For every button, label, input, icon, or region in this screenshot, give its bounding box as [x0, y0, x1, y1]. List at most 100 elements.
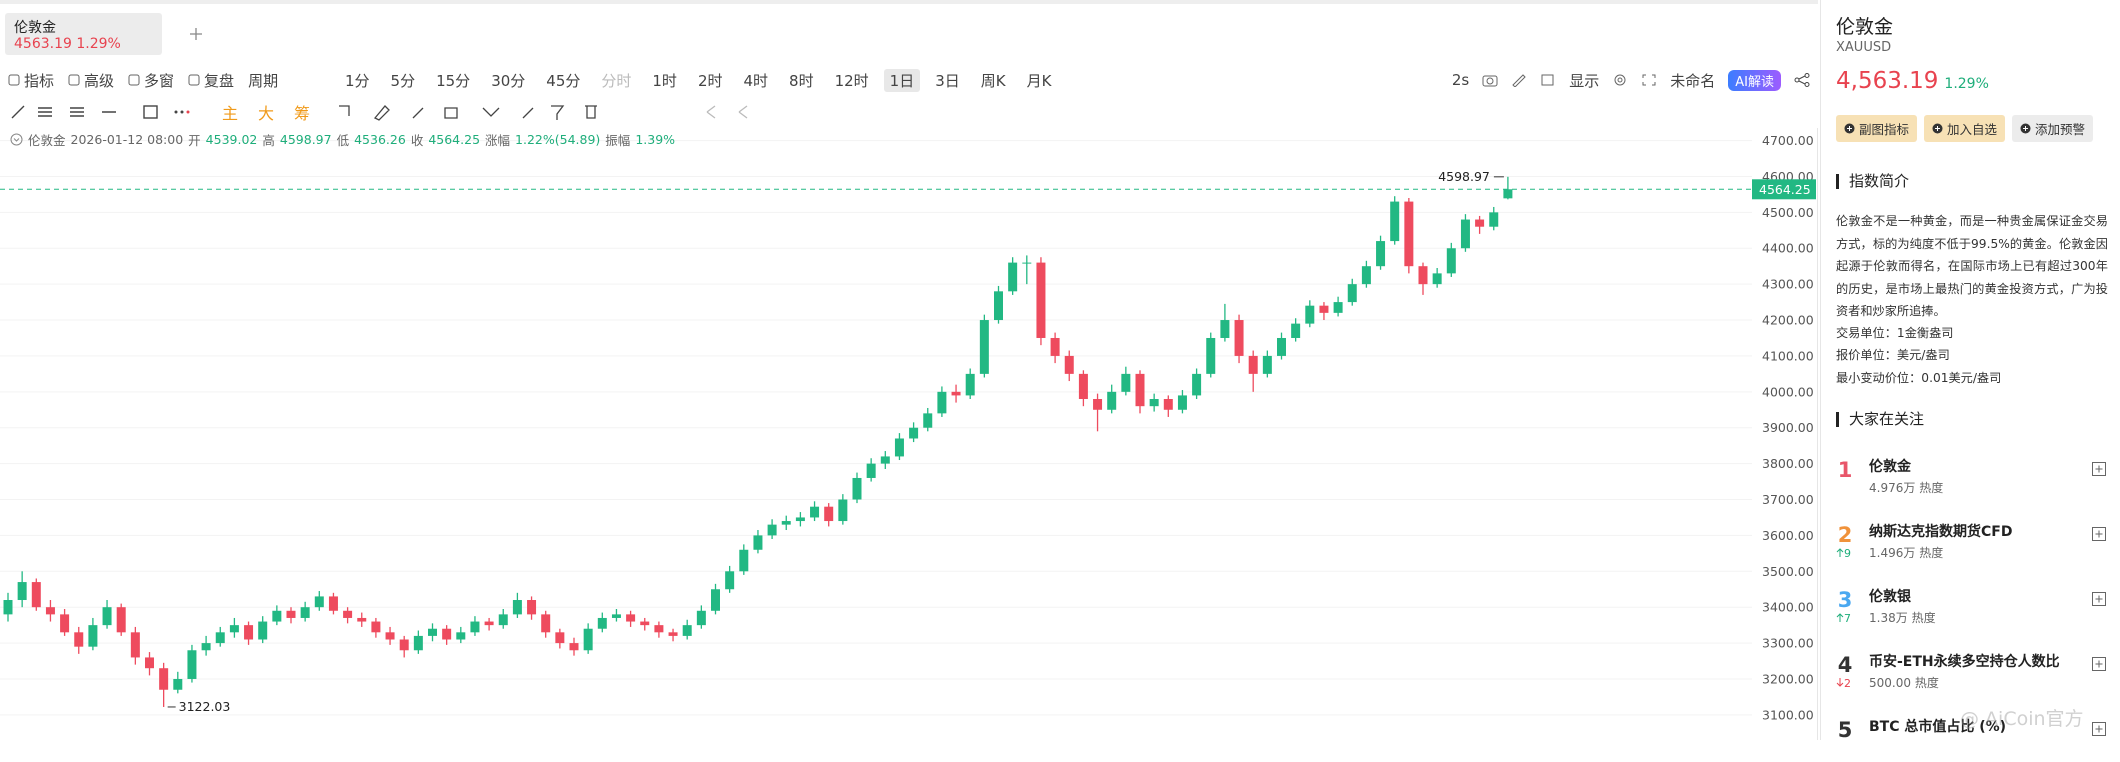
period[interactable]: 3日: [935, 71, 960, 90]
candle-body: [272, 610, 282, 622]
tool[interactable]: 多窗: [128, 70, 174, 91]
period[interactable]: 月K: [1026, 71, 1052, 90]
side-button[interactable]: 添加预警: [2012, 115, 2094, 142]
heat-label: 热度: [1911, 611, 1936, 625]
camera-icon[interactable]: [1482, 73, 1498, 87]
period[interactable]: 30分: [491, 71, 526, 90]
draw-icons[interactable]: [8, 102, 208, 122]
last-price-label: 4564.25: [1759, 182, 1811, 197]
watch-item[interactable]: 1 伦敦金 4.976万 热度: [1836, 456, 2106, 502]
watch-name: 伦敦金: [1869, 459, 1911, 475]
add-icon[interactable]: [2092, 722, 2106, 736]
chart-modes: 主大筹: [222, 100, 310, 124]
candle-body: [1376, 241, 1386, 267]
period[interactable]: 1分: [345, 71, 370, 90]
display[interactable]: 显示: [1569, 71, 1600, 90]
candle-body: [626, 614, 636, 622]
tool[interactable]: 指标: [8, 70, 54, 91]
candle-body: [187, 650, 197, 679]
amplitude-value: 1.39%: [635, 132, 676, 147]
quote-header: 伦敦金 2026-01-12 08:00 开 4539.02 高 4598.97 低…: [10, 130, 675, 149]
period[interactable]: 5分: [390, 71, 416, 90]
tool[interactable]: 高级: [68, 70, 114, 91]
watch-item[interactable]: 3 伦敦银 1.38万 热度 7: [1836, 586, 2106, 632]
candle-body: [611, 614, 621, 618]
watch-item[interactable]: 2 纳斯达克指数期货CFD 1.496万 热度 9: [1836, 521, 2106, 567]
candle-body: [1305, 305, 1315, 324]
chart-mode[interactable]: 筹: [294, 104, 311, 123]
period[interactable]: 15分: [436, 71, 471, 90]
layout-icon[interactable]: [1540, 73, 1556, 87]
add-tab[interactable]: [189, 27, 203, 41]
draw-icons-2[interactable]: [335, 102, 755, 122]
open-value: 4539.02: [205, 132, 258, 147]
candle-body: [1432, 273, 1442, 285]
period[interactable]: 4时: [743, 71, 769, 90]
watch-heat: 500.00 热度: [1869, 674, 1939, 691]
y-tick-label: 3600.00: [1762, 528, 1814, 543]
period[interactable]: 1时: [652, 71, 677, 90]
candle-body: [102, 607, 112, 626]
watch-item[interactable]: 4 币安-ETH永续多空持仓人数比 500.00 热度 2: [1836, 651, 2106, 697]
tool-label: 高级: [84, 71, 115, 90]
period[interactable]: 1日: [883, 68, 921, 92]
chart-mode[interactable]: 大: [258, 104, 275, 123]
add-icon[interactable]: [2092, 527, 2106, 541]
tool-label: 指标: [24, 71, 55, 90]
symbol-tab[interactable]: 伦敦金 4563.19 1.29%: [5, 13, 162, 55]
share-icon[interactable]: [1794, 73, 1810, 87]
candle-body: [343, 610, 353, 618]
chart-mode[interactable]: 主: [222, 104, 239, 123]
y-tick-label: 3100.00: [1762, 707, 1814, 722]
add-icon[interactable]: [2092, 462, 2106, 476]
period[interactable]: 12时: [834, 71, 869, 90]
period[interactable]: 8时: [789, 71, 814, 90]
toolbar: 指标 高级 多窗 复盘 周期: [8, 68, 278, 92]
candle-body: [739, 549, 749, 572]
candle-body: [17, 582, 27, 601]
candle-body: [852, 477, 862, 500]
watch-heat: 4.976万 热度: [1869, 479, 1943, 496]
candle-body: [1446, 248, 1456, 274]
candle-body: [1347, 284, 1357, 303]
candle-body: [753, 535, 763, 550]
up-arrow: [1836, 548, 1844, 557]
add-icon[interactable]: [2092, 592, 2106, 606]
period-menu[interactable]: 周期: [248, 70, 278, 91]
y-tick-label: 3500.00: [1762, 564, 1814, 579]
period[interactable]: 分时: [601, 71, 632, 90]
side-button[interactable]: 副图指标: [1836, 115, 1918, 142]
candle-body: [1361, 266, 1371, 285]
side-button[interactable]: 加入自选: [1924, 115, 2006, 142]
period[interactable]: 45分: [546, 71, 581, 90]
ai-button[interactable]: AI解读: [1728, 69, 1781, 91]
period-bar: 1分 5分 15分 30分 45分 分时 1时 2时 4时 8时 12时 1日 3日 周K 月K: [345, 68, 1051, 92]
y-tick-label: 3900.00: [1762, 420, 1814, 435]
add-icon[interactable]: [2092, 657, 2106, 671]
pen-icon[interactable]: [1511, 73, 1527, 87]
watch-item[interactable]: 5 BTC 总市值占比 (%): [1836, 716, 2106, 762]
collapse-icon[interactable]: [10, 133, 23, 146]
candle-body: [668, 632, 678, 636]
candle-body: [512, 600, 522, 615]
candle-body: [923, 413, 933, 428]
period[interactable]: 周K: [980, 71, 1006, 90]
candle-body: [994, 291, 1003, 321]
candle-body: [328, 596, 338, 611]
candle-body: [965, 373, 975, 396]
button-icon: [2020, 123, 2031, 134]
candle-body: [173, 678, 183, 690]
tool[interactable]: 复盘: [188, 70, 234, 91]
refresh[interactable]: 2s: [1451, 71, 1470, 89]
period[interactable]: 2时: [697, 71, 723, 90]
candle-body: [1135, 373, 1145, 407]
candle-body: [286, 610, 296, 618]
layout-name[interactable]: 未命名: [1670, 71, 1716, 90]
heat-value: 4.976万: [1869, 481, 1916, 495]
heat-value: 1.496万: [1869, 546, 1916, 560]
fullscreen-icon[interactable]: [1641, 73, 1657, 87]
candle-body: [1234, 320, 1244, 356]
candle-body: [498, 614, 508, 626]
candle-body: [258, 621, 268, 640]
settings-icon[interactable]: [1612, 73, 1628, 87]
